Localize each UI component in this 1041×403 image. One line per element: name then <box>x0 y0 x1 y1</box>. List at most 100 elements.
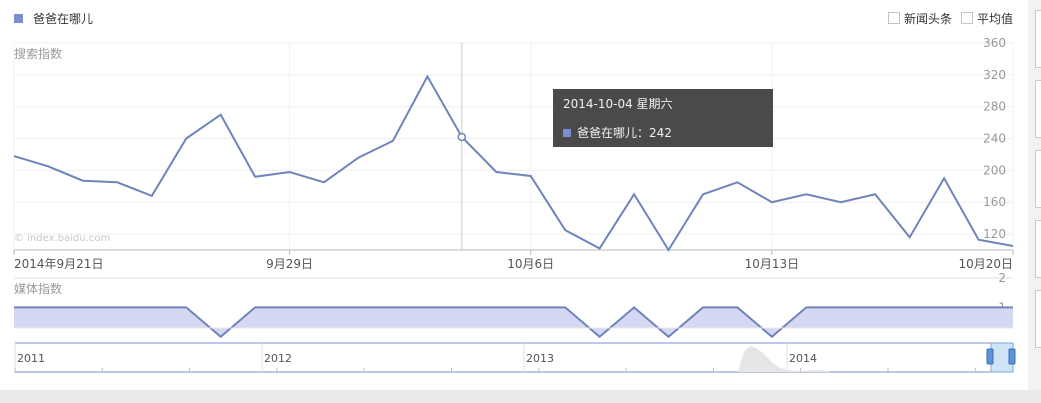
series-legend-label: 爸爸在哪儿 <box>33 11 94 26</box>
search-index-point[interactable] <box>460 135 464 139</box>
search-index-point[interactable] <box>908 235 912 239</box>
media-index-point[interactable] <box>357 305 361 309</box>
x-tick-label: 10月13日 <box>745 257 800 271</box>
side-tab-2[interactable] <box>1035 80 1041 138</box>
media-index-point[interactable] <box>667 335 671 339</box>
search-index-point[interactable] <box>391 139 395 143</box>
news-headline-toggle[interactable]: 新闻头条 <box>888 10 952 26</box>
side-tab-5[interactable] <box>1035 290 1041 348</box>
media-index-point[interactable] <box>632 305 636 309</box>
x-tick-labels: 2014年9月21日 9月29日 10月6日 10月13日 10月20日 <box>14 257 1013 271</box>
media-index-point[interactable] <box>12 305 16 309</box>
search-index-point[interactable] <box>150 194 154 198</box>
navigator-overview-area <box>738 346 830 372</box>
media-index-point[interactable] <box>391 305 395 309</box>
media-index-point[interactable] <box>735 305 739 309</box>
series-legend[interactable]: 爸爸在哪儿 <box>14 10 93 26</box>
search-index-point[interactable] <box>322 180 326 184</box>
media-index-point[interactable] <box>701 305 705 309</box>
search-index-point[interactable] <box>1011 244 1015 248</box>
media-index-point[interactable] <box>253 305 257 309</box>
search-index-point[interactable] <box>494 170 498 174</box>
media-index-point[interactable] <box>322 305 326 309</box>
search-index-point[interactable] <box>873 192 877 196</box>
side-tab-3[interactable] <box>1035 150 1041 208</box>
media-index-point[interactable] <box>529 305 533 309</box>
search-index-point[interactable] <box>735 180 739 184</box>
navigator-year-label: 2013 <box>526 352 554 365</box>
navigator-box[interactable] <box>14 342 1014 373</box>
search-index-point[interactable] <box>12 154 16 158</box>
media-index-point[interactable] <box>598 335 602 339</box>
search-index-point[interactable] <box>288 170 292 174</box>
news-headline-checkbox[interactable] <box>888 12 900 24</box>
search-index-point[interactable] <box>942 176 946 180</box>
average-checkbox[interactable] <box>961 12 973 24</box>
media-tick-label: 2 <box>998 271 1006 285</box>
news-headline-label: 新闻头条 <box>904 11 953 26</box>
search-index-point[interactable] <box>46 164 50 168</box>
search-index-point[interactable] <box>81 179 85 183</box>
highlighted-point[interactable] <box>457 132 467 142</box>
search-index-point[interactable] <box>804 192 808 196</box>
media-index-point[interactable] <box>494 305 498 309</box>
side-tab-1[interactable] <box>1035 10 1041 68</box>
search-index-point[interactable] <box>839 200 843 204</box>
media-index-point[interactable] <box>81 305 85 309</box>
media-index-area <box>14 307 1013 337</box>
tooltip-series-name: 爸爸在哪儿 <box>577 126 638 140</box>
media-index-point[interactable] <box>839 305 843 309</box>
average-toggle[interactable]: 平均值 <box>961 10 1013 26</box>
y-tick-label: 160 <box>983 195 1006 209</box>
navigator-left-handle[interactable] <box>986 348 994 365</box>
navigator-year-label: 2011 <box>17 352 45 365</box>
y-tick-label: 320 <box>983 68 1006 82</box>
tooltip: 2014-10-04 星期六 爸爸在哪儿 ： 242 <box>553 89 773 147</box>
search-index-point[interactable] <box>529 174 533 178</box>
search-index-point[interactable] <box>632 192 636 196</box>
side-tab-4[interactable] <box>1035 220 1041 278</box>
media-index-point[interactable] <box>150 305 154 309</box>
media-index-point[interactable] <box>1011 305 1015 309</box>
search-index-line <box>13 74 1014 252</box>
search-index-point[interactable] <box>598 246 602 250</box>
search-index-point[interactable] <box>770 200 774 204</box>
media-index-point[interactable] <box>460 305 464 309</box>
chart-canvas: 搜索指数 © index.baidu.com 120 160 200 240 280 32… <box>12 36 1016 373</box>
search-index-point[interactable] <box>184 137 188 141</box>
tooltip-series-swatch <box>563 128 571 137</box>
y-tick-label: 280 <box>983 100 1006 114</box>
media-index-point[interactable] <box>977 305 981 309</box>
series-color-swatch <box>14 13 23 23</box>
media-index-point[interactable] <box>942 305 946 309</box>
search-index-point[interactable] <box>563 228 567 232</box>
navigator-ticks <box>14 368 976 372</box>
search-index-point[interactable] <box>667 248 671 252</box>
search-index-point[interactable] <box>425 74 429 78</box>
y-tick-labels: 120 160 200 240 280 320 360 <box>983 36 1006 241</box>
media-index-point[interactable] <box>219 335 223 339</box>
search-index-point[interactable] <box>977 238 981 242</box>
search-index-point[interactable] <box>357 156 361 160</box>
media-index-point[interactable] <box>804 305 808 309</box>
y-tick-label: 240 <box>983 132 1006 146</box>
media-index-point[interactable] <box>908 305 912 309</box>
y-tick-label: 360 <box>983 36 1006 50</box>
media-index-point[interactable] <box>115 305 119 309</box>
media-index-point[interactable] <box>425 305 429 309</box>
search-index-point[interactable] <box>115 180 119 184</box>
search-index-point[interactable] <box>219 113 223 117</box>
tooltip-date: 2014-10-04 星期六 <box>563 97 673 111</box>
media-index-point[interactable] <box>184 305 188 309</box>
media-index-point[interactable] <box>873 305 877 309</box>
media-index-point[interactable] <box>288 305 292 309</box>
media-index-point[interactable] <box>770 335 774 339</box>
x-tick-label: 10月6日 <box>507 257 554 271</box>
media-index-point[interactable] <box>563 305 567 309</box>
search-index-point[interactable] <box>253 175 257 179</box>
tooltip-separator: ： <box>637 126 650 140</box>
search-index-points <box>12 74 1015 252</box>
navigator-right-handle[interactable] <box>1008 348 1016 365</box>
search-index-point[interactable] <box>701 192 705 196</box>
media-index-point[interactable] <box>46 305 50 309</box>
